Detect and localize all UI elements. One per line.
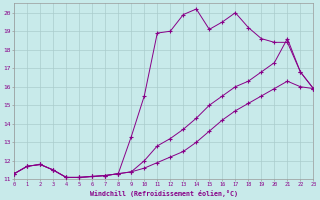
X-axis label: Windchill (Refroidissement éolien,°C): Windchill (Refroidissement éolien,°C) bbox=[90, 190, 238, 197]
